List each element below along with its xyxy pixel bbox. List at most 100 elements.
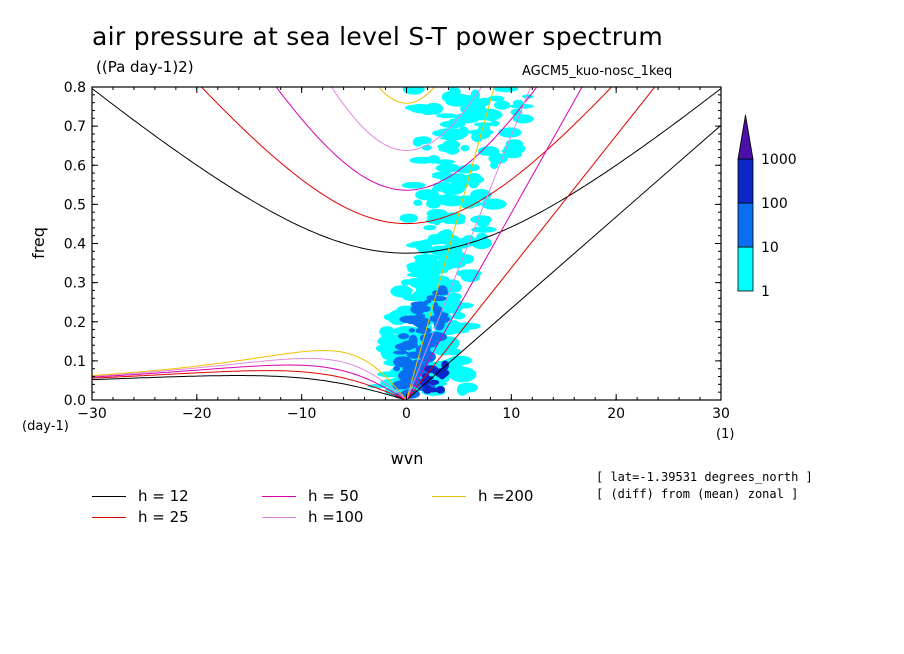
diff-info: [ (diff) from (mean) zonal ] xyxy=(596,487,799,501)
power-blob xyxy=(407,264,426,274)
legend-item-h25: h = 25 xyxy=(92,507,189,527)
legend-swatch xyxy=(92,495,126,497)
power-blob xyxy=(470,215,493,224)
power-blob xyxy=(405,316,419,325)
x-tick-label: 30 xyxy=(712,406,730,422)
chart-title: air pressure at sea level S-T power spec… xyxy=(92,22,664,51)
power-blob xyxy=(419,378,430,387)
dispersion-curves xyxy=(92,87,721,400)
power-blob xyxy=(461,273,480,283)
power-blob xyxy=(400,214,418,219)
power-blob xyxy=(480,198,507,210)
legend-label: h = 50 xyxy=(308,487,359,505)
power-blob xyxy=(413,254,439,262)
legend-item-h100: h =100 xyxy=(262,507,363,527)
power-blob xyxy=(427,155,440,164)
y-axis-label: freq xyxy=(29,227,48,259)
ig-curve-h100 xyxy=(330,87,483,152)
power-blob xyxy=(448,319,460,328)
power-blob xyxy=(406,242,423,248)
power-blob xyxy=(431,366,439,375)
power-blob xyxy=(393,365,401,372)
power-blob xyxy=(443,193,452,203)
power-blob xyxy=(393,350,409,355)
power-blob xyxy=(435,163,461,173)
power-blob xyxy=(440,183,465,195)
power-blob xyxy=(413,199,423,206)
colorbar-segment xyxy=(737,202,754,248)
power-blob xyxy=(423,225,437,231)
power-blob xyxy=(478,97,491,107)
x-tick-label: −10 xyxy=(287,406,317,422)
power-blob xyxy=(439,174,460,183)
power-blob xyxy=(478,146,500,156)
ig-curve-h25 xyxy=(200,87,613,225)
y-tick-label: 0.5 xyxy=(64,197,86,213)
power-blob xyxy=(408,328,416,333)
kelvin-curve-h200 xyxy=(406,87,495,400)
power-blob xyxy=(379,326,395,338)
power-blob xyxy=(407,278,437,287)
kelvin-curve-h100 xyxy=(406,87,532,400)
power-blob xyxy=(421,108,436,116)
ig-curve-h50 xyxy=(275,87,538,191)
colorbar-segment xyxy=(737,158,754,204)
power-blob xyxy=(443,327,470,334)
power-blob xyxy=(471,226,497,233)
x-unit-label: (1) xyxy=(716,427,734,442)
latitude-info: [ lat=-1.39531 degrees_north ] xyxy=(596,470,813,484)
rossby-curve-h200 xyxy=(92,350,407,400)
legend-swatch xyxy=(262,516,296,518)
legend-label: h =200 xyxy=(478,487,534,505)
rossby-curve-h50 xyxy=(92,364,407,400)
legend-label: h = 12 xyxy=(138,487,189,505)
y-tick-label: 0.1 xyxy=(64,354,86,370)
power-blob xyxy=(398,333,410,340)
colorbar-label: 100 xyxy=(761,196,788,212)
power-blob xyxy=(408,334,418,346)
colorbar-label: 1000 xyxy=(761,152,797,168)
y-tick-label: 0.0 xyxy=(64,393,86,409)
power-blob xyxy=(494,100,511,110)
kelvin-curve-h25 xyxy=(406,87,656,400)
legend-swatch xyxy=(432,495,466,497)
y-tick-label: 0.3 xyxy=(64,276,86,292)
x-tick-label: 10 xyxy=(502,406,520,422)
kelvin-curve-h50 xyxy=(406,87,583,400)
kelvin-curve-h12 xyxy=(406,124,721,400)
x-tick-label: −30 xyxy=(77,406,107,422)
power-blob xyxy=(428,295,448,302)
power-blob xyxy=(449,87,458,95)
x-tick-label: 0 xyxy=(402,406,411,422)
ig-curve-h12 xyxy=(92,88,721,254)
power-blob xyxy=(455,195,478,205)
power-blob xyxy=(473,128,486,138)
power-blob xyxy=(401,181,426,189)
colorbar-label: 1 xyxy=(761,284,770,300)
chart-units: ((Pa day-1)2) xyxy=(96,58,194,76)
power-blob xyxy=(412,136,423,147)
power-blob xyxy=(390,285,413,298)
y-unit-label: (day-1) xyxy=(22,419,69,434)
y-tick-label: 0.8 xyxy=(64,80,86,96)
legend-item-h50: h = 50 xyxy=(262,486,359,506)
colorbar-segment xyxy=(737,246,754,292)
power-blob xyxy=(415,293,429,302)
power-blob xyxy=(417,284,428,297)
power-blob xyxy=(512,114,534,124)
power-blob xyxy=(471,237,492,250)
legend-item-h200: h =200 xyxy=(432,486,533,506)
power-blob xyxy=(438,235,454,241)
power-blob xyxy=(440,212,466,224)
power-blob xyxy=(402,87,425,95)
power-blob xyxy=(452,311,466,320)
legend-swatch xyxy=(92,516,126,518)
run-name: AGCM5_kuo-nosc_1keq xyxy=(522,64,673,79)
power-blob xyxy=(460,102,482,115)
y-tick-label: 0.4 xyxy=(64,237,86,253)
power-blob xyxy=(428,379,440,385)
legend-label: h = 25 xyxy=(138,508,189,526)
power-blob xyxy=(445,97,470,107)
legend-label: h =100 xyxy=(308,508,364,526)
power-blob xyxy=(404,104,424,111)
